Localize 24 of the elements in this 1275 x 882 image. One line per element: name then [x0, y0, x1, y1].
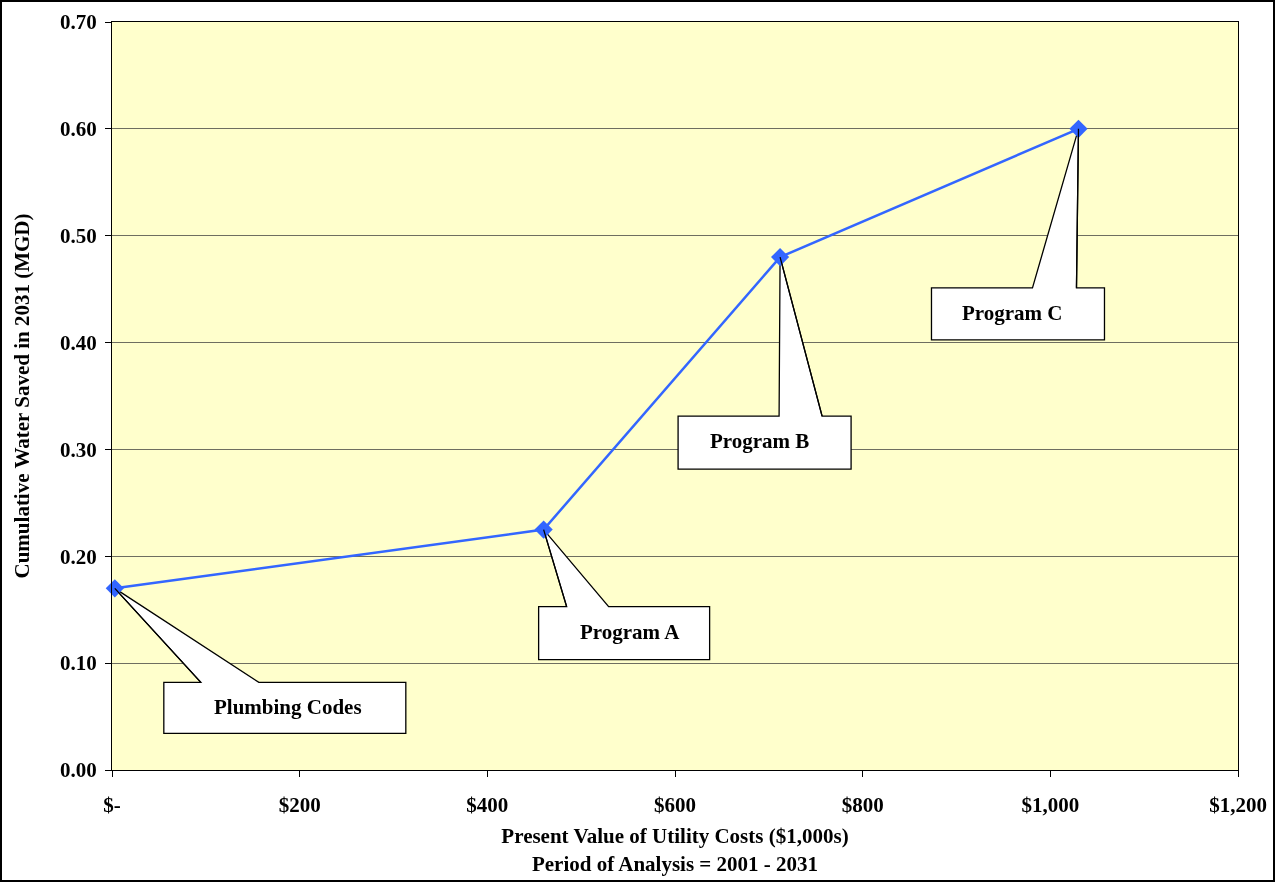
- point: [770, 247, 790, 267]
- x-tick-label: $600: [654, 793, 696, 818]
- y-tick-label: 0.60: [59, 117, 97, 142]
- y-tick-label: 0.10: [59, 651, 97, 676]
- x-tick-label: $400: [466, 793, 509, 818]
- x-tick-label: $-: [103, 793, 121, 818]
- point: [1069, 119, 1088, 138]
- y-axis-title: Cumulative Water Saved in 2031 (MGD): [10, 213, 35, 579]
- x-tick-label: $800: [841, 793, 884, 818]
- annotation: Program C: [962, 301, 1063, 325]
- y-tick-label: 0.40: [59, 330, 97, 355]
- y-tick-label: 0.70: [59, 10, 97, 35]
- x-tick-label: $1,000: [1021, 793, 1080, 818]
- x-tick-label: $1,200: [1209, 793, 1267, 818]
- x-tick-label: $200: [278, 793, 321, 818]
- x-axis-title: Present Value of Utility Costs ($1,000s) Period of Analysis = 2001 - 2031: [501, 824, 849, 876]
- y-tick-label: 0.30: [59, 437, 97, 462]
- point: [534, 520, 553, 539]
- y-tick-label: 0.00: [59, 758, 97, 783]
- y-tick-label: 0.20: [59, 544, 97, 569]
- annotation: Program A: [580, 620, 681, 644]
- annotation: Plumbing Codes: [214, 695, 362, 719]
- y-tick-label: 0.50: [59, 224, 97, 249]
- annotation: Program B: [710, 429, 810, 453]
